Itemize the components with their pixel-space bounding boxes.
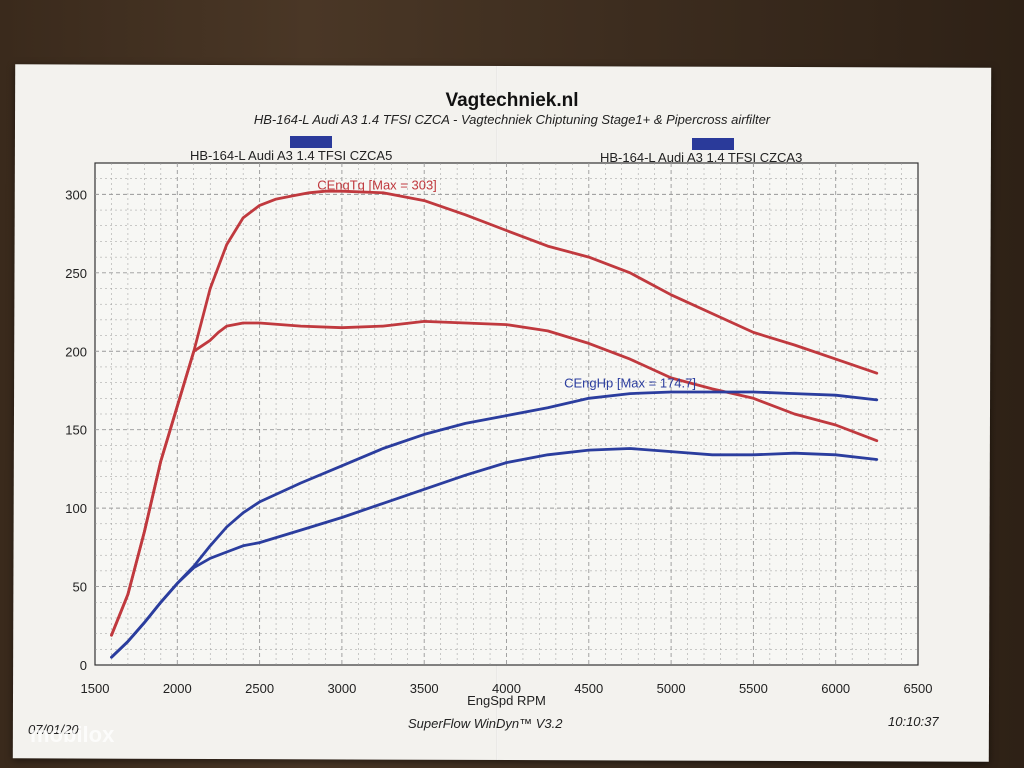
x-tick-label: 2000	[163, 681, 192, 696]
chart-subtitle: HB-164-L Audi A3 1.4 TFSI CZCA - Vagtech…	[253, 112, 771, 127]
chart-annotation: CEngHp [Max = 174.7]	[564, 375, 696, 390]
y-tick-label: 100	[65, 501, 87, 516]
print-date: 07/01/20	[28, 722, 79, 737]
x-tick-label: 4500	[574, 681, 603, 696]
y-tick-label: 200	[65, 344, 87, 359]
software-version: SuperFlow WinDyn™ V3.2	[408, 716, 563, 731]
print-time: 10:10:37	[888, 714, 939, 729]
chart-title: Vagtechniek.nl	[445, 90, 579, 111]
legend-label-left: HB-164-L Audi A3 1.4 TFSI CZCA5	[190, 148, 393, 163]
x-tick-label: 1500	[81, 681, 110, 696]
y-tick-label: 50	[73, 580, 87, 595]
x-tick-label: 3500	[410, 681, 439, 696]
x-tick-label: 5500	[739, 681, 768, 696]
y-tick-label: 0	[80, 658, 87, 673]
x-tick-label: 6000	[821, 681, 850, 696]
chart-annotation: CEngTq [Max = 303]	[317, 178, 437, 193]
x-tick-label: 4000	[492, 681, 521, 696]
y-tick-label: 150	[65, 423, 87, 438]
legend-swatch-right	[692, 138, 734, 150]
watermark: mobilox	[30, 722, 115, 747]
legend-label-right: HB-164-L Audi A3 1.4 TFSI CZCA3	[600, 150, 803, 165]
y-tick-label: 300	[65, 187, 87, 202]
x-tick-label: 3000	[327, 681, 356, 696]
x-axis-label: EngSpd RPM	[467, 693, 546, 708]
x-tick-label: 5000	[657, 681, 686, 696]
legend-swatch-left	[290, 136, 332, 148]
x-tick-label: 6500	[904, 681, 933, 696]
y-tick-label: 250	[65, 266, 87, 281]
series-line	[110, 447, 879, 659]
x-tick-label: 2500	[245, 681, 274, 696]
series-line	[110, 319, 879, 637]
